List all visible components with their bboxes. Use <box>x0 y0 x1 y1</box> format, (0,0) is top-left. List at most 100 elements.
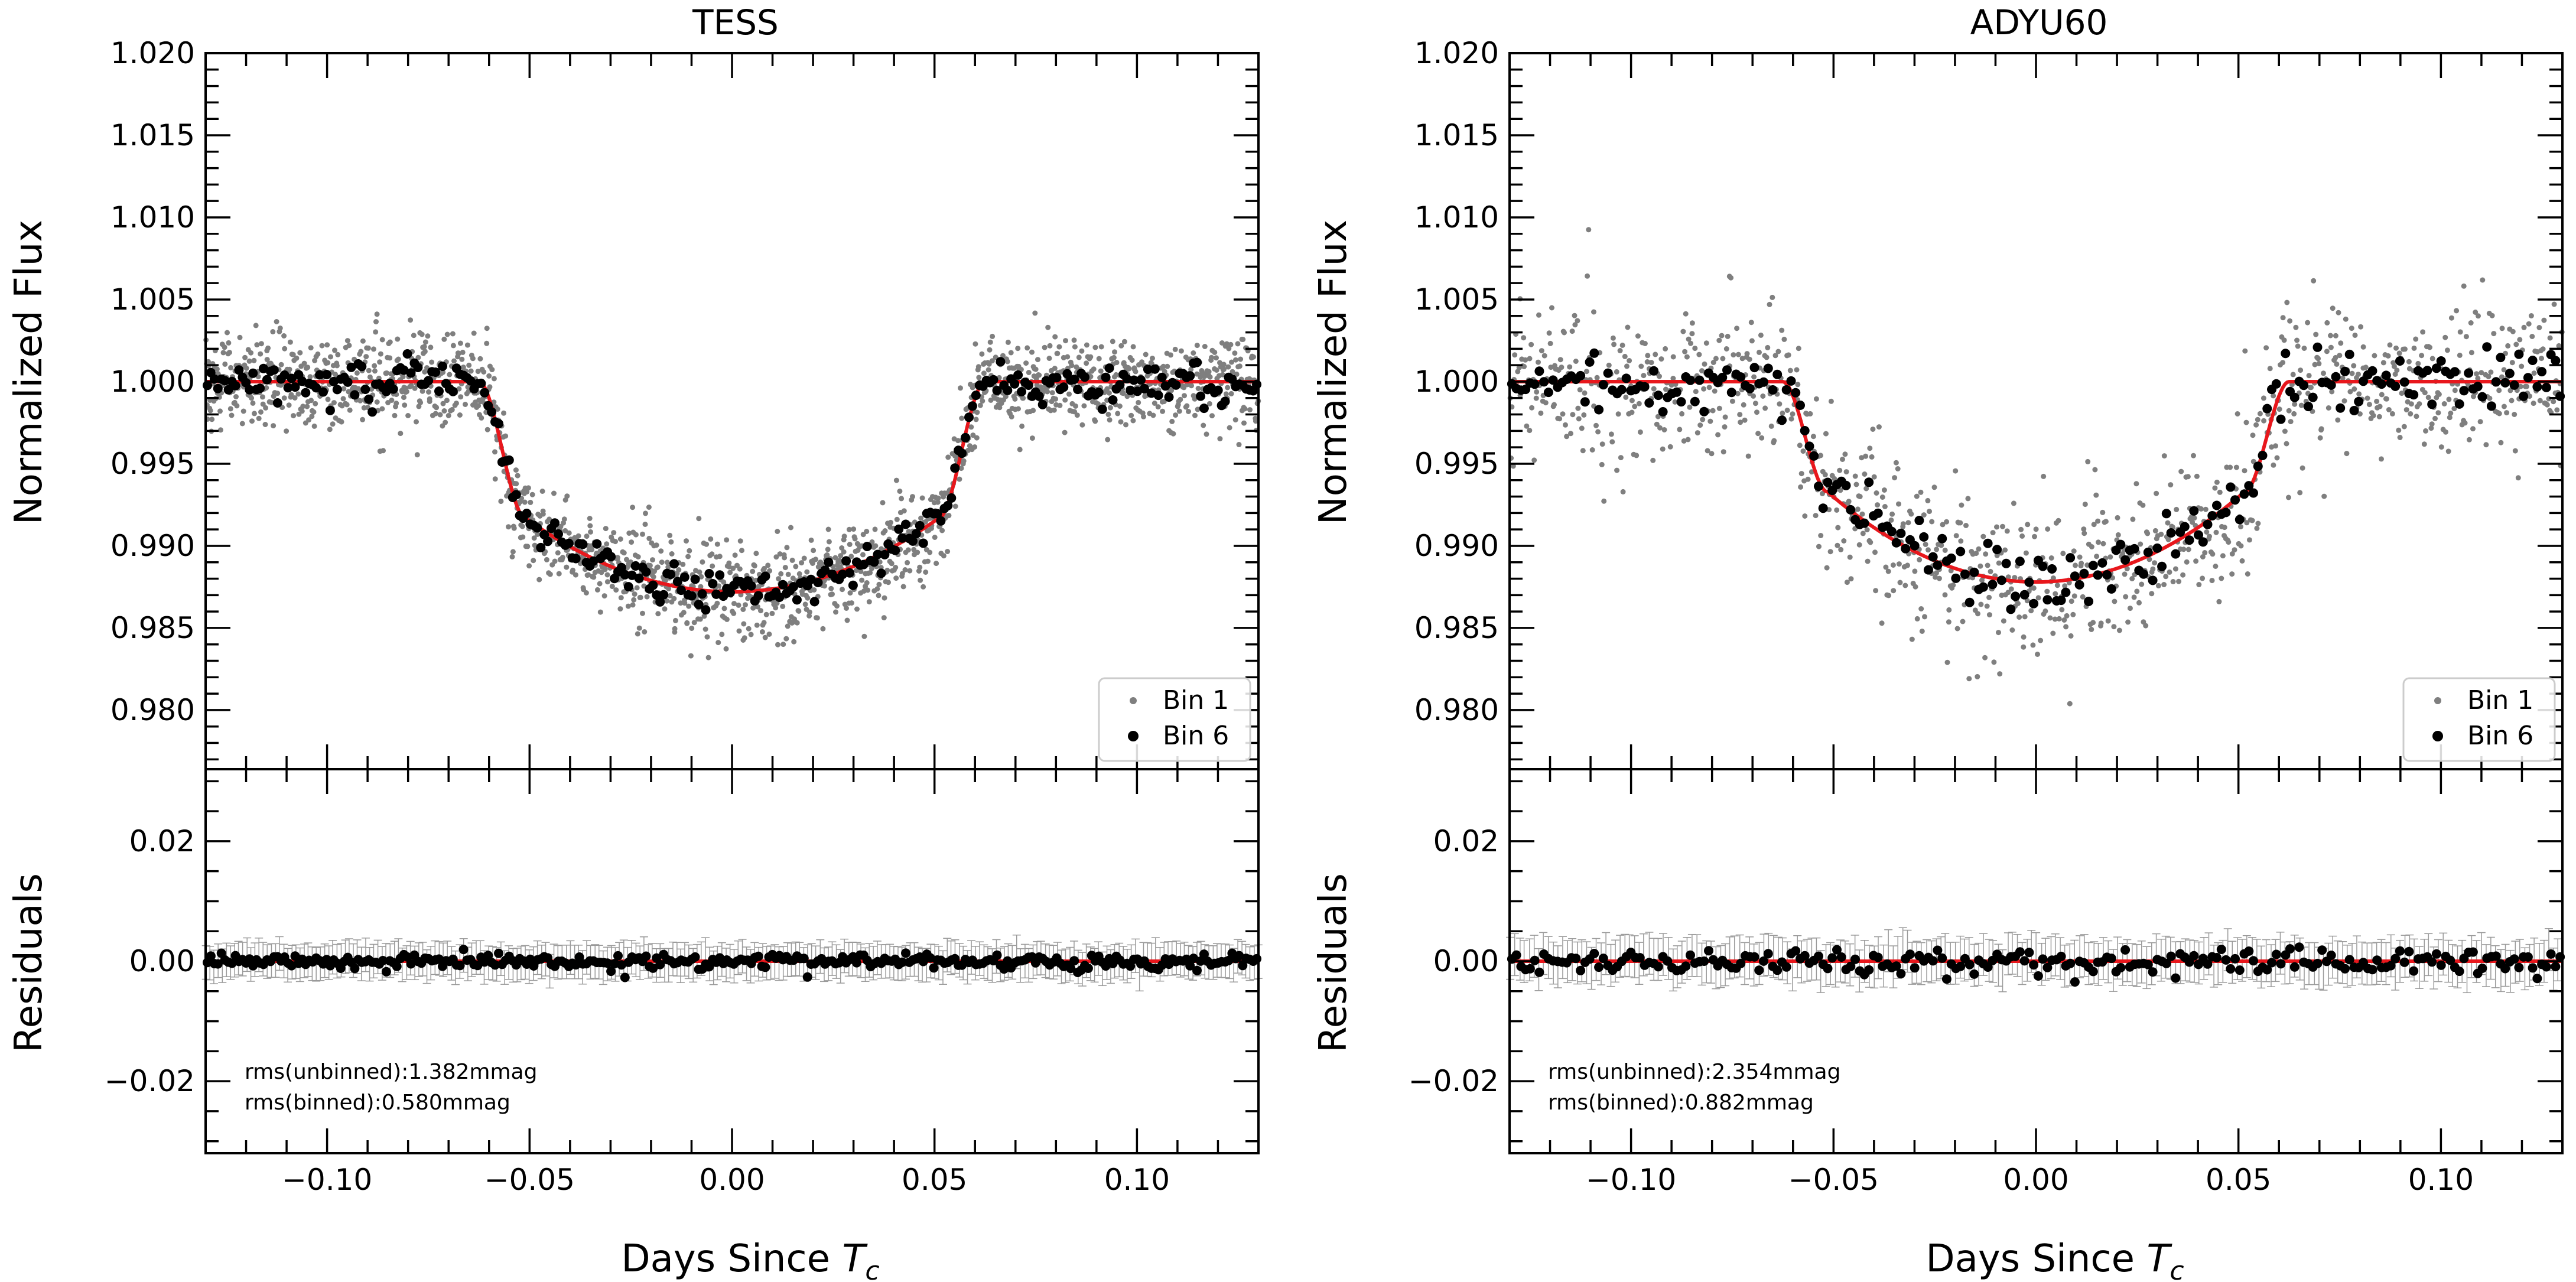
residual-point-bin6 <box>1066 964 1076 974</box>
data-point-bin1 <box>840 587 845 593</box>
data-point-bin1 <box>782 555 788 561</box>
data-point-bin1 <box>560 555 565 560</box>
data-point-bin1 <box>2181 546 2187 552</box>
data-point-bin1 <box>2517 337 2523 343</box>
data-point-bin1 <box>1207 374 1213 380</box>
data-point-bin1 <box>1847 554 1853 560</box>
data-point-bin1 <box>2286 494 2291 500</box>
data-point-bin1 <box>2480 277 2486 283</box>
data-point-bin1 <box>1541 353 1547 359</box>
data-point-bin1 <box>2376 414 2382 419</box>
data-point-bin1 <box>621 550 627 556</box>
data-point-bin1 <box>785 623 791 629</box>
data-point-bin1 <box>2541 317 2547 323</box>
data-point-bin1 <box>1560 411 1566 417</box>
data-point-bin1 <box>2393 345 2399 351</box>
data-point-bin1 <box>1572 322 1578 328</box>
data-point-bin1 <box>312 357 318 363</box>
data-point-bin1 <box>1810 434 1816 440</box>
data-point-bin1 <box>1221 362 1227 367</box>
data-point-bin1 <box>2274 455 2280 461</box>
data-point-bin1 <box>1529 405 1535 411</box>
data-point-bin1 <box>501 410 506 416</box>
data-point-bin1 <box>834 603 840 609</box>
data-point-bin1 <box>754 622 760 628</box>
data-point-bin1 <box>900 584 906 590</box>
data-point-bin1 <box>2165 536 2171 542</box>
data-point-bin1 <box>444 398 450 404</box>
data-point-bin1 <box>741 635 747 641</box>
data-point-bin6 <box>1937 533 1947 544</box>
data-point-bin1 <box>556 571 562 577</box>
data-point-bin1 <box>327 427 333 432</box>
data-point-bin1 <box>2080 594 2086 600</box>
data-point-bin1 <box>759 629 765 635</box>
data-point-bin1 <box>602 567 608 572</box>
flux-axis-label: Normalized Flux <box>7 220 51 525</box>
data-point-bin1 <box>848 554 854 559</box>
data-point-bin1 <box>1842 451 1848 457</box>
data-point-bin1 <box>1608 431 1614 437</box>
data-point-bin6 <box>223 385 233 395</box>
data-point-bin1 <box>640 531 645 537</box>
data-point-bin1 <box>282 346 288 352</box>
data-point-bin1 <box>782 565 788 571</box>
data-point-bin1 <box>1240 337 1246 342</box>
data-point-bin6 <box>1052 373 1062 383</box>
data-point-bin1 <box>2235 411 2240 417</box>
data-point-bin1 <box>387 339 393 345</box>
data-point-bin1 <box>1543 400 1549 406</box>
data-point-bin1 <box>2143 623 2149 629</box>
data-point-bin1 <box>2213 564 2219 569</box>
data-point-bin1 <box>973 417 979 422</box>
data-point-bin1 <box>2280 315 2286 321</box>
data-point-bin6 <box>1640 382 1650 392</box>
data-point-bin1 <box>2134 588 2140 594</box>
data-point-bin1 <box>346 389 352 395</box>
data-point-bin6 <box>1910 541 1920 551</box>
data-point-bin1 <box>847 590 853 596</box>
data-point-bin1 <box>669 551 675 557</box>
data-point-bin6 <box>726 588 735 597</box>
data-point-bin1 <box>1098 368 1104 374</box>
flux-y-tick-label: 1.010 <box>110 200 195 235</box>
data-point-bin1 <box>1223 391 1229 397</box>
data-point-bin1 <box>793 564 799 570</box>
data-point-bin1 <box>2009 627 2015 633</box>
data-point-bin6 <box>2258 451 2268 460</box>
data-point-bin1 <box>1823 431 1829 437</box>
data-point-bin1 <box>2526 321 2532 327</box>
data-point-bin1 <box>240 408 246 414</box>
data-point-bin1 <box>1531 457 1537 463</box>
data-point-bin1 <box>808 537 814 543</box>
data-point-bin1 <box>330 421 336 427</box>
data-point-bin1 <box>1770 294 1775 300</box>
data-point-bin1 <box>1931 484 1937 490</box>
data-point-bin1 <box>1618 455 1624 461</box>
data-point-bin1 <box>2335 417 2341 423</box>
data-point-bin1 <box>1546 330 1552 336</box>
data-point-bin1 <box>306 417 312 423</box>
data-point-bin1 <box>1557 416 1563 422</box>
data-point-bin1 <box>217 408 223 414</box>
data-point-bin1 <box>2047 615 2053 621</box>
data-point-bin1 <box>2217 489 2223 495</box>
data-point-bin6 <box>918 538 928 548</box>
data-point-bin1 <box>2229 571 2235 577</box>
data-point-bin6 <box>1653 391 1663 401</box>
data-point-bin1 <box>1219 372 1225 378</box>
data-point-bin1 <box>1066 391 1072 397</box>
data-point-bin1 <box>358 349 364 354</box>
data-point-bin6 <box>2157 561 2167 571</box>
data-point-bin1 <box>822 583 827 589</box>
data-point-bin1 <box>1857 494 1863 499</box>
data-point-bin1 <box>882 595 887 601</box>
data-point-bin1 <box>2011 500 2016 506</box>
data-point-bin1 <box>551 490 557 496</box>
data-point-bin6 <box>792 595 802 605</box>
data-point-bin1 <box>2180 572 2186 578</box>
data-point-bin1 <box>1762 405 1768 411</box>
data-point-bin1 <box>405 413 411 418</box>
data-point-bin1 <box>894 516 900 522</box>
data-point-bin6 <box>2056 596 2066 606</box>
